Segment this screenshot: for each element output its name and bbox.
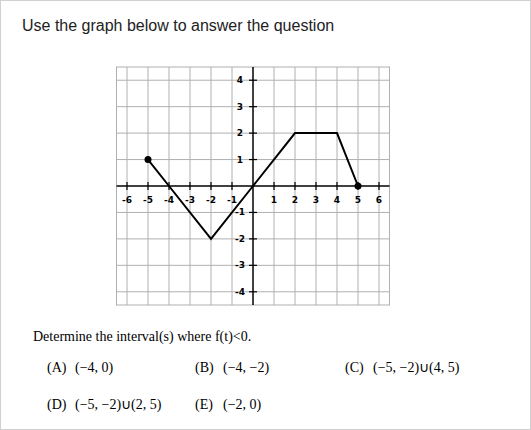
x-tick-label: -3 xyxy=(185,195,195,205)
x-tick xyxy=(126,182,127,190)
x-tick-label: -1 xyxy=(227,195,237,205)
option-text: (−5, −2)∪(4, 5) xyxy=(373,360,460,376)
grid-line-y xyxy=(117,106,390,107)
x-tick xyxy=(294,182,295,190)
endpoint xyxy=(145,156,152,163)
function-line xyxy=(148,133,358,239)
grid-line-x xyxy=(316,67,317,305)
y-tick xyxy=(249,238,257,239)
grid-line-y xyxy=(117,133,390,134)
grid-line-y xyxy=(117,212,390,213)
option-letter: (D) xyxy=(47,397,67,413)
grid-line-x xyxy=(337,67,338,305)
y-tick xyxy=(249,159,257,160)
y-tick-label: -2 xyxy=(235,234,245,244)
y-tick xyxy=(249,265,257,266)
y-tick-label: -3 xyxy=(235,260,245,270)
grid-line-x xyxy=(148,67,149,305)
x-tick xyxy=(378,182,379,190)
x-tick xyxy=(189,182,190,190)
option-letter: (B) xyxy=(195,360,214,376)
x-tick-label: 1 xyxy=(271,195,277,205)
grid-line-y xyxy=(117,80,390,81)
question-prompt: Determine the interval(s) where f(t)<0. xyxy=(33,329,251,345)
x-tick xyxy=(336,182,337,190)
grid-line-x xyxy=(190,67,191,305)
x-tick-label: 6 xyxy=(376,195,382,205)
grid-line-x xyxy=(127,67,128,305)
instruction: Use the graph below to answer the questi… xyxy=(22,17,334,34)
x-tick xyxy=(147,182,148,190)
y-tick-label: 1 xyxy=(237,155,243,165)
page: Use the graph below to answer the questi… xyxy=(0,0,531,430)
option-letter: (A) xyxy=(47,360,67,376)
y-tick-label: 4 xyxy=(237,75,243,85)
grid-line-y xyxy=(117,238,390,239)
x-tick-label: -6 xyxy=(122,195,132,205)
y-tick xyxy=(249,106,257,107)
x-tick-label: 5 xyxy=(355,195,361,205)
grid-line-y xyxy=(117,265,390,266)
grid-line-y xyxy=(117,291,390,292)
x-tick xyxy=(231,182,232,190)
grid-line-x xyxy=(274,67,275,305)
x-tick xyxy=(315,182,316,190)
grid-line-x xyxy=(295,67,296,305)
option-text: (−4, −2) xyxy=(223,360,269,376)
x-tick-label: 3 xyxy=(313,195,319,205)
grid-line-x xyxy=(232,67,233,305)
option-text: (−2, 0) xyxy=(223,397,262,413)
y-tick xyxy=(249,291,257,292)
y-tick-label: -4 xyxy=(235,287,245,297)
option-letter: (E) xyxy=(195,397,213,413)
endpoint xyxy=(355,183,362,190)
x-tick-label: -4 xyxy=(164,195,174,205)
x-tick-label: -2 xyxy=(206,195,216,205)
option-letter: (C) xyxy=(345,360,364,376)
plot xyxy=(117,67,390,305)
y-tick-label: -1 xyxy=(235,207,245,217)
x-tick xyxy=(210,182,211,190)
series xyxy=(145,133,362,239)
option-text: (−4, 0) xyxy=(75,360,114,376)
y-tick-label: 3 xyxy=(237,102,243,112)
x-tick xyxy=(273,182,274,190)
y-tick xyxy=(249,80,257,81)
x-tick-label: 4 xyxy=(334,195,340,205)
grid-line-x xyxy=(379,67,380,305)
y-tick-label: 2 xyxy=(237,128,243,138)
option-text: (−5, −2)∪(2, 5) xyxy=(75,397,162,413)
grid-line-x xyxy=(211,67,212,305)
x-tick-label: -5 xyxy=(143,195,153,205)
y-tick xyxy=(249,133,257,134)
x-tick-label: 2 xyxy=(292,195,298,205)
page-border xyxy=(1,1,531,430)
y-tick xyxy=(249,212,257,213)
grid-frame xyxy=(117,67,390,305)
